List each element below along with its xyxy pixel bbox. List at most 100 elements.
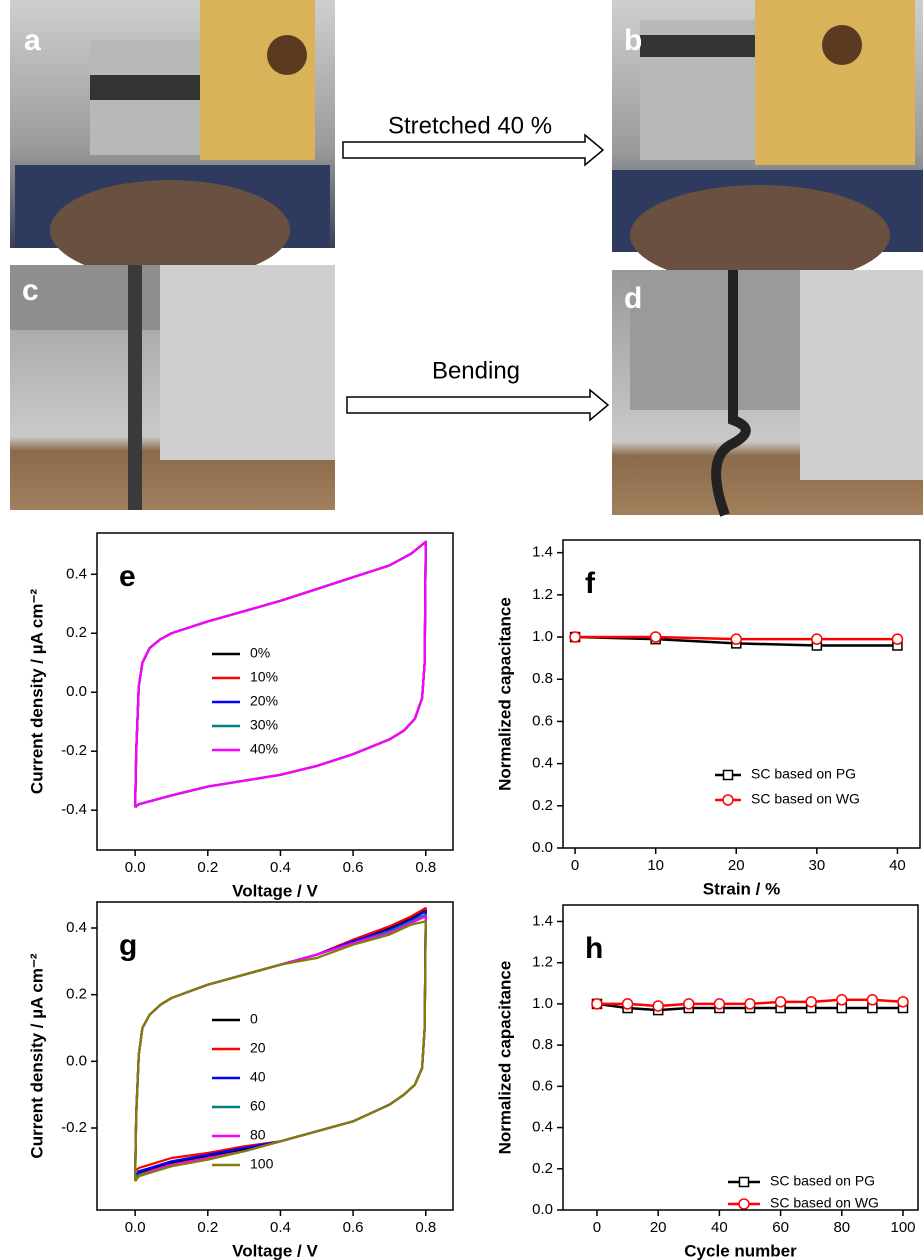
legend-label: 100 xyxy=(250,1156,274,1172)
legend-label: 10% xyxy=(250,669,278,685)
x-axis-label: Voltage / V xyxy=(232,881,318,900)
series-line xyxy=(134,906,427,1173)
marker xyxy=(722,794,734,806)
legend-label: 40 xyxy=(250,1069,266,1085)
x-tick-label: 10 xyxy=(647,857,664,874)
series-line xyxy=(134,540,427,809)
panel-label: g xyxy=(119,929,137,962)
chart: 0.0 0.2 0.4 0.6 0.8 -0.2 0.0 0.2 0.4 0 20 40 60 80 100… xyxy=(27,901,454,1260)
photo-label: a xyxy=(24,24,41,57)
series-line xyxy=(134,920,427,1182)
x-tick-label: 20 xyxy=(728,857,745,874)
photo-label: b xyxy=(624,24,642,57)
x-axis-label: Voltage / V xyxy=(232,1241,318,1260)
marker xyxy=(738,1198,750,1210)
x-tick-label: 0.2 xyxy=(197,1219,218,1236)
panel-label: h xyxy=(585,932,603,965)
y-tick-label: 0.2 xyxy=(66,624,87,641)
x-axis-label: Cycle number xyxy=(684,1241,797,1260)
y-tick-label: 1.4 xyxy=(532,544,553,561)
arrow: Bending xyxy=(346,357,610,422)
marker xyxy=(866,994,879,1006)
x-tick-label: 0.6 xyxy=(343,1219,364,1236)
photo: a xyxy=(10,0,335,280)
legend-label: SC based on PG xyxy=(751,766,856,782)
marker xyxy=(683,998,695,1010)
y-tick-label: 0.2 xyxy=(66,986,87,1003)
y-axis-label: Normalized capacitance xyxy=(495,597,514,791)
marker xyxy=(744,998,756,1010)
x-axis-label: Strain / % xyxy=(703,879,780,898)
y-tick-label: 0.6 xyxy=(532,1077,553,1094)
x-tick-label: 0.6 xyxy=(343,859,364,876)
legend-label: SC based on PG xyxy=(770,1173,875,1189)
arrow-label: Stretched 40 % xyxy=(388,112,552,139)
legend-label: 60 xyxy=(250,1098,266,1114)
x-tick-label: 0.8 xyxy=(415,859,436,876)
marker xyxy=(774,996,787,1008)
legend-label: 20% xyxy=(250,693,278,709)
series-line xyxy=(134,540,427,809)
x-tick-label: 30 xyxy=(809,857,826,874)
chart: 0.0 0.2 0.4 0.6 0.8 -0.4 -0.2 0.0 0.2 0.4 0% 10% 20%… xyxy=(27,532,454,900)
marker xyxy=(897,996,909,1008)
photo: d xyxy=(612,270,923,517)
y-tick-label: 0.4 xyxy=(532,1119,553,1136)
x-tick-label: 0.8 xyxy=(415,1219,436,1236)
y-tick-label: 0.6 xyxy=(532,712,553,729)
x-tick-label: 100 xyxy=(890,1219,915,1236)
marker xyxy=(836,994,848,1006)
marker xyxy=(891,633,904,645)
marker xyxy=(811,633,823,645)
x-tick-label: 80 xyxy=(833,1219,850,1236)
x-tick-label: 0.4 xyxy=(270,859,291,876)
y-tick-label: -0.2 xyxy=(61,1119,87,1136)
marker xyxy=(730,633,743,645)
x-tick-label: 20 xyxy=(650,1219,667,1236)
x-tick-label: 0.0 xyxy=(125,1219,146,1236)
y-tick-label: 0.8 xyxy=(532,1036,553,1053)
y-tick-label: 0.8 xyxy=(532,670,553,687)
y-tick-label: 0.0 xyxy=(532,839,553,856)
panel-label: f xyxy=(585,567,596,600)
photo: b xyxy=(612,0,923,285)
series-line xyxy=(134,915,427,1181)
marker xyxy=(621,998,634,1010)
marker xyxy=(569,631,581,643)
x-tick-label: 0.2 xyxy=(197,859,218,876)
x-tick-label: 0.4 xyxy=(270,1219,291,1236)
y-tick-label: 0.0 xyxy=(532,1201,553,1218)
y-tick-label: 0.4 xyxy=(66,565,87,582)
y-tick-label: 1.0 xyxy=(532,628,553,645)
marker xyxy=(591,998,603,1010)
legend-label: 30% xyxy=(250,717,278,733)
y-axis-label: Current density / µA cm⁻² xyxy=(27,589,46,795)
photo-label: d xyxy=(624,282,642,315)
y-tick-label: 1.2 xyxy=(532,586,553,603)
legend-label: 80 xyxy=(250,1127,266,1143)
marker xyxy=(713,998,726,1010)
x-tick-label: 0 xyxy=(593,1219,601,1236)
chart: 0 10 20 30 40 0.0 0.2 0.4 0.6 0.8 1.0 1.2 1.4 SC base… xyxy=(495,539,921,898)
series-line xyxy=(134,913,427,1179)
legend-label: 0% xyxy=(250,645,270,661)
x-tick-label: 0.0 xyxy=(125,859,146,876)
series-line xyxy=(134,540,427,809)
series-line xyxy=(134,540,427,809)
arrow-label: Bending xyxy=(432,357,520,384)
panel-label: e xyxy=(119,560,136,593)
plot-frame xyxy=(96,532,454,851)
plot-frame xyxy=(96,901,454,1211)
x-tick-label: 60 xyxy=(772,1219,789,1236)
legend-label: 40% xyxy=(250,741,278,757)
legend-label: 0 xyxy=(250,1011,258,1027)
y-tick-label: 0.2 xyxy=(532,1160,553,1177)
y-tick-label: 0.4 xyxy=(66,919,87,936)
chart: 0 20 40 60 80 100 0.0 0.2 0.4 0.6 0.8 1.0 1.2 1.4 SC b… xyxy=(495,904,919,1260)
photo: c xyxy=(10,265,335,510)
y-tick-label: 1.0 xyxy=(532,995,553,1012)
legend-label: SC based on WG xyxy=(770,1195,879,1211)
series-line xyxy=(134,910,427,1177)
marker xyxy=(722,769,734,781)
series-line xyxy=(134,540,427,809)
